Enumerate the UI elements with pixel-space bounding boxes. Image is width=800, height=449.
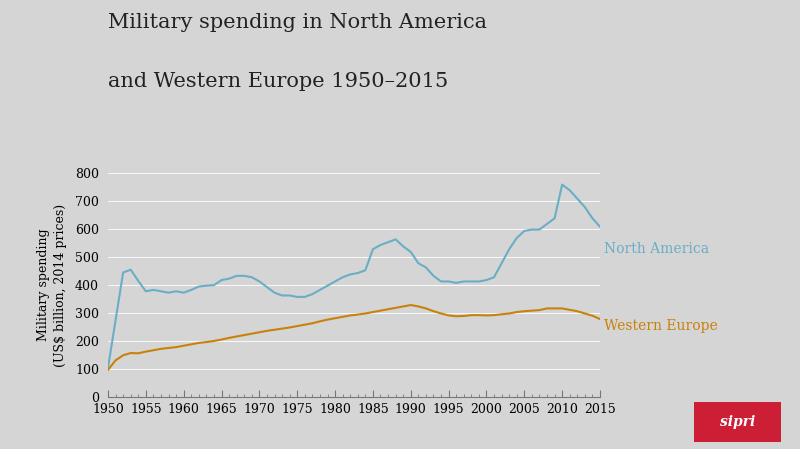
Text: Military spending in North America: Military spending in North America [108, 13, 487, 32]
Text: Western Europe: Western Europe [604, 318, 718, 333]
Y-axis label: Military spending
(US$ billion, 2014 prices): Military spending (US$ billion, 2014 pri… [37, 203, 66, 367]
Text: North America: North America [604, 242, 709, 256]
Text: sipri: sipri [720, 415, 755, 429]
Text: and Western Europe 1950–2015: and Western Europe 1950–2015 [108, 72, 448, 91]
